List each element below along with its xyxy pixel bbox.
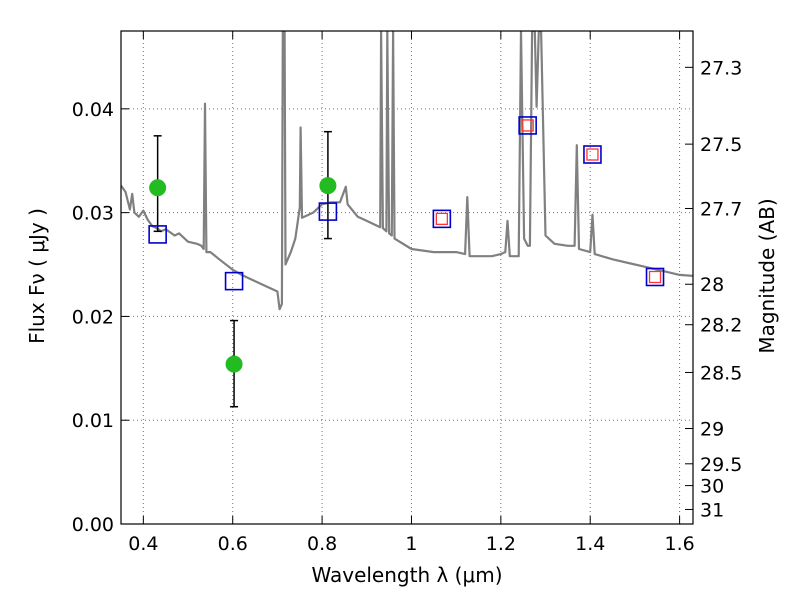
y-axis-label: Flux Fν ( μJy ) (25, 208, 49, 344)
y2-tick-label: 31 (700, 499, 724, 521)
y-tick-label: 0.01 (72, 410, 114, 432)
x-tick-label: 0.4 (128, 533, 158, 555)
model-flux-square (318, 202, 338, 221)
x-tick-label: 0.8 (307, 533, 337, 555)
y-tick-label: 0.04 (72, 99, 114, 121)
x-axis-label: Wavelength λ (μm) (311, 563, 502, 587)
plot-area (121, 31, 693, 408)
model-spectrum-line (121, 31, 693, 311)
x-tick-label: 1.4 (575, 533, 605, 555)
x-tick-label: 1.6 (664, 533, 694, 555)
model-flux-inner-square (586, 148, 599, 161)
model-flux-square (432, 209, 452, 229)
y2-tick-label: 28.5 (700, 362, 742, 384)
y-tick-label: 0.00 (72, 514, 114, 536)
model-flux-inner-square (648, 270, 662, 284)
y-tick-label: 0.02 (72, 306, 114, 328)
y2-axis-label: Magnitude (AB) (755, 198, 779, 353)
x-tick-label: 0.6 (218, 533, 248, 555)
model-flux-square (583, 145, 602, 164)
observed-flux-point (149, 179, 167, 197)
y2-tick-label: 27.5 (700, 134, 742, 156)
y2-tick-label: 28 (700, 274, 724, 296)
axis-ticks: 0.4 0.6 0.8 1 1.2 1.4 1.6 0.00 0.01 0.02 0.03 0.04 2… (72, 31, 742, 555)
y2-tick-label: 29 (700, 419, 724, 441)
plot-frame (120, 30, 694, 525)
y2-tick-label: 30 (700, 476, 724, 498)
x-tick-label: 1 (405, 533, 417, 555)
y2-tick-label: 27.3 (700, 57, 742, 79)
y2-tick-label: 28.2 (700, 315, 742, 337)
y2-tick-label: 27.7 (700, 198, 742, 220)
x-tick-label: 1.2 (486, 533, 516, 555)
model-flux-square (148, 225, 167, 244)
observed-flux-point (225, 355, 243, 373)
model-flux-square (518, 116, 537, 135)
y2-tick-label: 29.5 (700, 454, 742, 476)
y-tick-label: 0.03 (72, 203, 114, 225)
model-flux-square (645, 267, 665, 287)
model-flux-inner-square (521, 119, 534, 132)
observed-flux-point (319, 177, 337, 195)
model-flux-square (224, 271, 244, 291)
model-flux-inner-square (435, 212, 449, 226)
